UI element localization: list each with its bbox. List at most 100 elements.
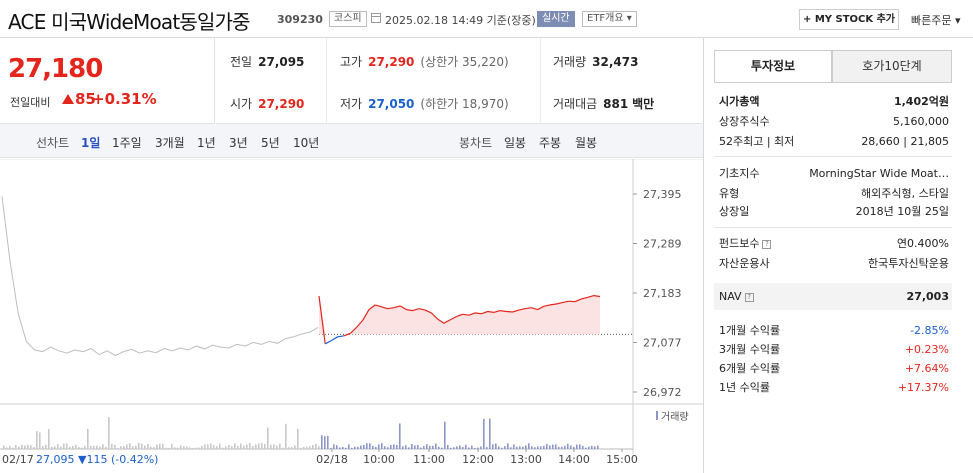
- volume-bar: [516, 446, 518, 449]
- volume-bar: [480, 446, 482, 449]
- volume-bar: [522, 446, 524, 449]
- price-chart[interactable]: 27,395 27,289 27,183 27,077 26,972 거래량 02/18 10…: [0, 159, 703, 473]
- stat-open: 시가 27,290: [230, 95, 304, 112]
- x-tick-label: 14:00: [558, 453, 590, 466]
- stat-high: 고가 27,290 (상한가 35,220): [340, 53, 509, 70]
- period-1w[interactable]: 1주일: [112, 136, 142, 150]
- period-1y[interactable]: 1년: [197, 136, 216, 150]
- volume-bar: [579, 444, 581, 449]
- candle-monthly[interactable]: 월봉: [575, 136, 598, 150]
- volume-bar: [351, 447, 353, 449]
- info-label: 유형: [719, 187, 740, 200]
- volume-bar: [384, 446, 386, 449]
- volume-bar: [258, 443, 260, 449]
- volume-bar: [294, 445, 296, 449]
- volume-bar: [432, 445, 434, 449]
- stat-volume: 거래량 32,473: [553, 53, 638, 70]
- volume-bar: [456, 446, 458, 449]
- volume-bar: [213, 444, 215, 449]
- period-3y[interactable]: 3년: [229, 136, 248, 150]
- nav-label-text: NAV: [719, 290, 742, 303]
- volume-bar: [477, 447, 479, 449]
- volume-bar: [288, 447, 290, 449]
- info-value: 1,402억원: [893, 95, 949, 108]
- volume-bar: [498, 446, 500, 449]
- quick-order-link[interactable]: 빠른주문 ▾: [911, 12, 961, 28]
- volume-bar: [549, 445, 551, 449]
- volume-bar: [459, 445, 461, 449]
- volume-bar: [336, 445, 338, 449]
- y-tick-label: 26,972: [643, 386, 682, 399]
- stat-value: 27,290: [368, 55, 415, 69]
- period-1d[interactable]: 1일: [81, 136, 101, 150]
- volume-bar: [420, 447, 422, 449]
- help-icon[interactable]: ?: [762, 240, 772, 249]
- candle-weekly[interactable]: 주봉: [539, 136, 562, 150]
- volume-bar: [564, 445, 566, 449]
- info-value: +7.64%: [904, 362, 949, 375]
- volume-bar: [153, 447, 155, 449]
- volume-bar: [387, 447, 389, 449]
- volume-bar: [321, 435, 323, 449]
- volume-bar: [441, 447, 443, 449]
- tab-order-book[interactable]: 호가10단계: [832, 50, 952, 83]
- volume-bar: [402, 446, 404, 449]
- volume-bar: [141, 443, 143, 449]
- add-mystock-button[interactable]: + MY STOCK 추가: [799, 9, 899, 30]
- volume-bar: [12, 447, 14, 449]
- info-label: 상장일: [719, 205, 750, 218]
- info-fee: 펀드보수? 연0.400%: [719, 235, 949, 252]
- volume-bar: [588, 446, 590, 449]
- volume-bar: [393, 444, 395, 449]
- volume-bar: [414, 445, 416, 449]
- volume-bar: [21, 444, 23, 449]
- period-5y[interactable]: 5년: [261, 136, 280, 150]
- volume-bar: [513, 444, 515, 449]
- volume-bar: [348, 444, 350, 449]
- volume-bar: [198, 447, 200, 449]
- info-label: 펀드보수?: [719, 235, 772, 252]
- info-return-1y: 1년 수익률 +17.37%: [719, 379, 949, 396]
- info-label: 시가총액: [719, 95, 760, 108]
- volume-bar: [33, 447, 35, 449]
- volume-bar: [123, 446, 125, 449]
- market-tag: 코스피: [329, 11, 367, 27]
- volume-bar: [126, 444, 128, 449]
- volume-bar: [249, 443, 251, 449]
- volume-bar: [555, 444, 557, 449]
- volume-legend-label: 거래량: [661, 411, 689, 423]
- info-label: 3개월 수익률: [719, 343, 781, 356]
- stat-label: 거래량: [553, 55, 587, 69]
- volume-bar: [57, 444, 59, 449]
- candle-daily[interactable]: 일봉: [504, 136, 527, 150]
- volume-bar: [396, 445, 398, 449]
- volume-bar: [60, 446, 62, 449]
- info-index: 기초지수 MorningStar Wide Moat…: [719, 165, 949, 182]
- volume-bar: [87, 428, 89, 449]
- stat-low: 저가 27,050 (하한가 18,970): [340, 95, 509, 112]
- volume-bar: [195, 447, 197, 449]
- quick-order-label: 빠른주문: [911, 14, 952, 27]
- help-icon[interactable]: ?: [744, 293, 754, 302]
- etf-overview-label: ETF개요: [587, 13, 624, 24]
- info-value: +0.23%: [904, 343, 949, 356]
- y-tick-label: 27,289: [643, 238, 682, 251]
- volume-bar: [105, 446, 107, 449]
- info-label: 1개월 수익률: [719, 324, 781, 337]
- etf-overview-dropdown[interactable]: ETF개요 ▾: [582, 11, 637, 27]
- tab-investment-info[interactable]: 투자정보: [714, 50, 832, 83]
- volume-bar: [99, 446, 101, 449]
- gain-area: [319, 295, 600, 335]
- period-10y[interactable]: 10년: [293, 136, 320, 150]
- volume-bar: [582, 445, 584, 449]
- volume-bar: [279, 443, 281, 449]
- volume-bar: [267, 427, 269, 449]
- volume-bar: [144, 445, 146, 449]
- volume-bar: [540, 446, 542, 449]
- volume-bar: [180, 445, 182, 449]
- stat-value: 27,050: [368, 97, 415, 111]
- period-3m[interactable]: 3개월: [155, 136, 185, 150]
- change-label: 전일대비: [10, 96, 51, 109]
- volume-bar: [132, 446, 134, 449]
- volume-legend-swatch: [656, 411, 658, 420]
